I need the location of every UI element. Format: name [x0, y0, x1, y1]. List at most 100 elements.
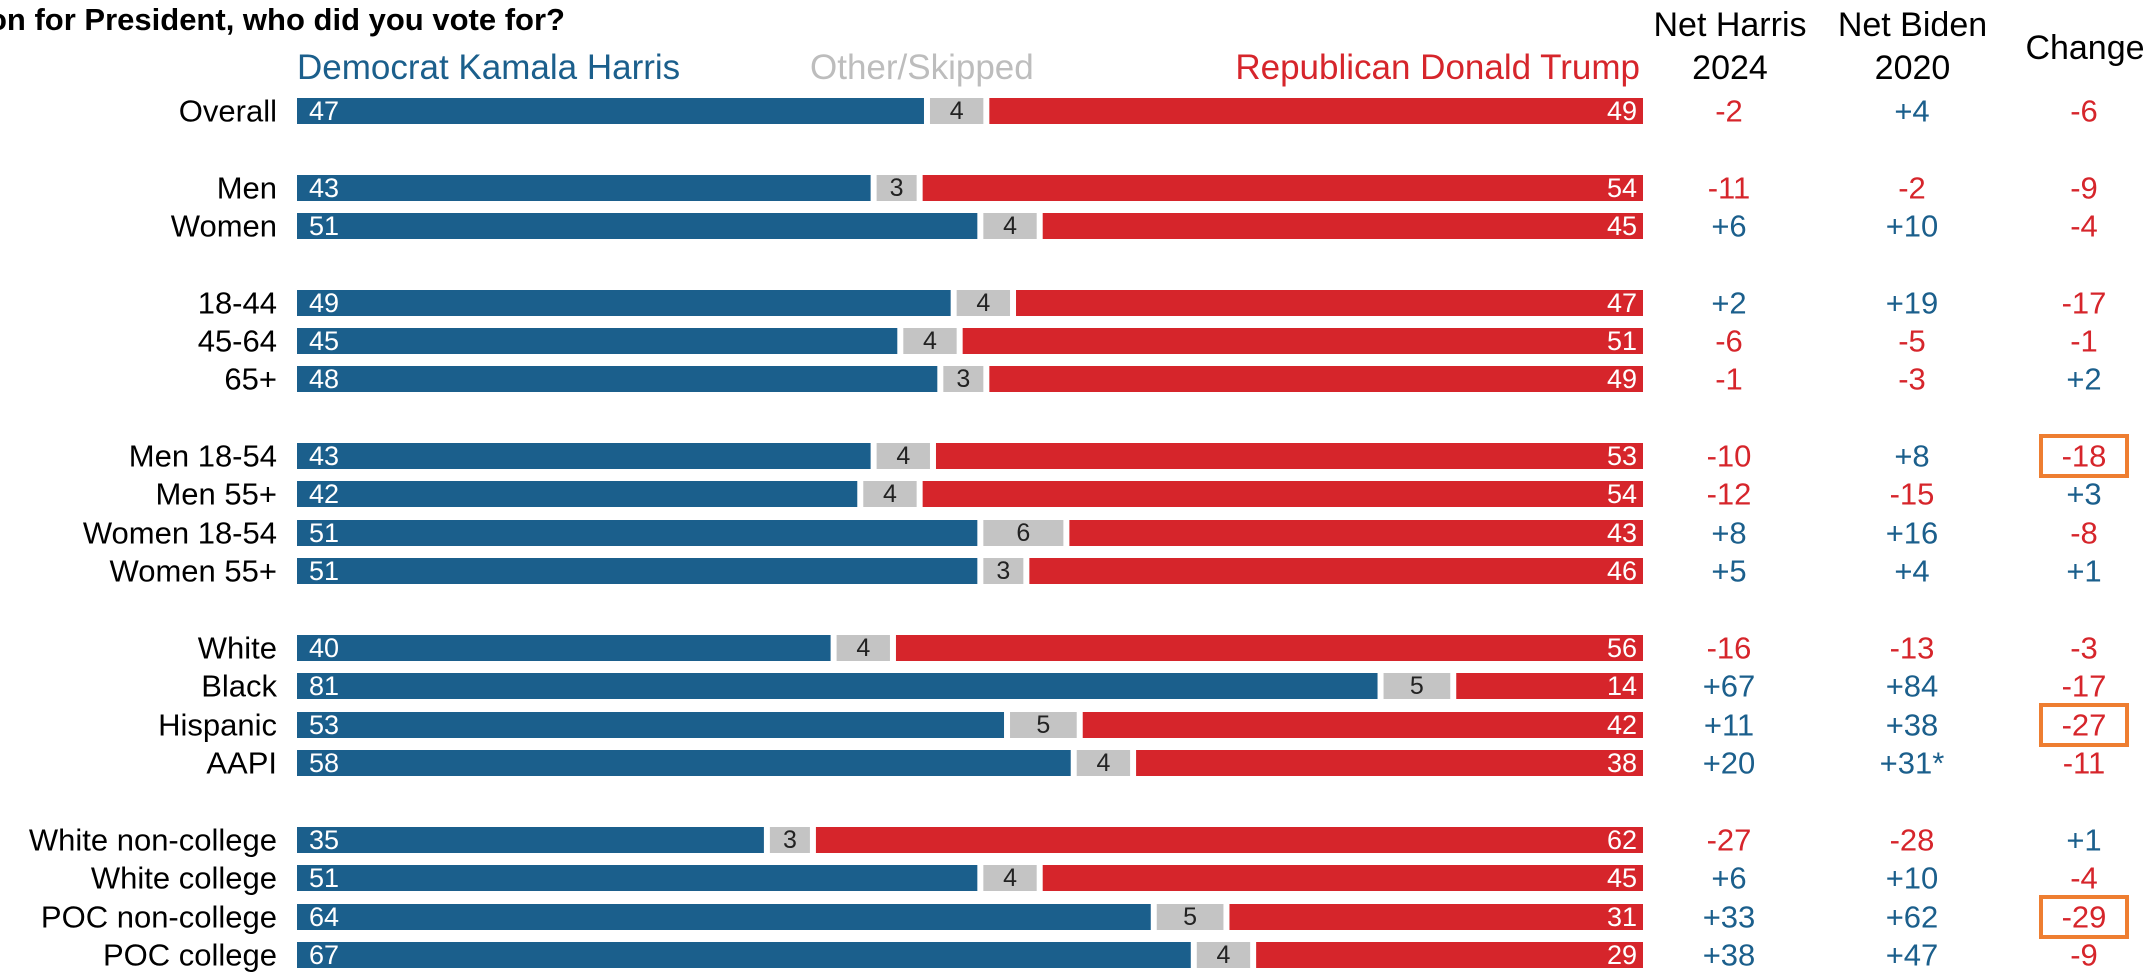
- net-biden-value: +47: [1886, 938, 1939, 973]
- bar-other: [1076, 750, 1131, 776]
- value-label-rep: 14: [1607, 671, 1637, 701]
- bar-rep: [922, 481, 1643, 507]
- value-label-dem: 40: [309, 633, 339, 663]
- value-label-dem: 81: [309, 671, 339, 701]
- change-value: +3: [2066, 477, 2101, 512]
- net-biden-value: -28: [1890, 823, 1935, 858]
- value-label-other: 3: [996, 557, 1010, 585]
- net-harris-value: -16: [1707, 631, 1752, 666]
- bar-dem: [297, 520, 978, 546]
- value-label-dem: 48: [309, 364, 339, 394]
- bar-other: [903, 328, 957, 354]
- net-biden-value: +10: [1886, 861, 1939, 896]
- bar-rep: [1456, 673, 1643, 699]
- bar-other: [1156, 904, 1224, 930]
- value-label-dem: 45: [309, 326, 339, 356]
- legend-rep: Republican Donald Trump: [1235, 48, 1640, 87]
- net-harris-value: -11: [1708, 171, 1751, 206]
- value-label-other: 4: [1217, 941, 1231, 969]
- net-harris-value: +2: [1711, 286, 1746, 321]
- change-value: -17: [2062, 669, 2107, 704]
- row-label: 65+: [224, 362, 277, 397]
- value-label-dem: 42: [309, 479, 339, 509]
- col-header-net-biden: Net Biden 2020: [1820, 4, 2005, 90]
- bar-other: [1010, 712, 1077, 738]
- value-label-rep: 51: [1607, 326, 1637, 356]
- value-label-other: 6: [1016, 519, 1030, 547]
- bar-rep: [1256, 942, 1643, 968]
- change-highlight-box: [2039, 703, 2129, 747]
- value-label-rep: 46: [1607, 556, 1637, 586]
- row-label: 18-44: [198, 286, 277, 321]
- net-harris-value: +38: [1703, 938, 1756, 973]
- bar-rep: [989, 98, 1643, 124]
- value-label-dem: 43: [309, 173, 339, 203]
- bar-rep: [962, 328, 1643, 354]
- change-value: -9: [2070, 171, 2098, 206]
- bar-other: [943, 366, 984, 392]
- value-label-dem: 53: [309, 710, 339, 740]
- row-label: Women 18-54: [83, 516, 277, 551]
- bar-rep: [815, 827, 1643, 853]
- value-label-rep: 47: [1607, 288, 1637, 318]
- value-label-rep: 29: [1607, 940, 1637, 970]
- bar-dem: [297, 290, 951, 316]
- change-value: +2: [2066, 362, 2101, 397]
- change-highlight-box: [2039, 434, 2129, 478]
- bar-other: [769, 827, 810, 853]
- bar-other: [983, 520, 1064, 546]
- col-header-net-harris-line2: 2024: [1692, 49, 1768, 87]
- row-label: White college: [91, 861, 277, 896]
- change-value: +1: [2066, 554, 2101, 589]
- bar-dem: [297, 942, 1191, 968]
- net-harris-value: +67: [1703, 669, 1756, 704]
- row-label: AAPI: [206, 746, 277, 781]
- net-harris-value: -27: [1707, 823, 1752, 858]
- value-label-other: 4: [896, 442, 910, 470]
- bar-dem: [297, 904, 1151, 930]
- bar-other: [876, 175, 917, 201]
- net-biden-value: +62: [1886, 900, 1939, 935]
- value-label-rep: 42: [1607, 710, 1637, 740]
- value-label-other: 4: [1003, 212, 1017, 240]
- value-label-dem: 43: [309, 441, 339, 471]
- bar-rep: [922, 175, 1643, 201]
- net-harris-value: -1: [1715, 362, 1743, 397]
- change-value: -18: [2062, 439, 2107, 474]
- net-biden-value: +38: [1886, 708, 1939, 743]
- col-header-net-harris-line1: Net Harris: [1653, 6, 1807, 44]
- net-biden-value: +19: [1886, 286, 1939, 321]
- value-label-dem: 49: [309, 288, 339, 318]
- row-label: Women: [171, 209, 277, 244]
- col-header-net-biden-line1: Net Biden: [1837, 6, 1988, 44]
- bar-dem: [297, 673, 1378, 699]
- value-label-rep: 54: [1607, 173, 1637, 203]
- value-label-other: 4: [883, 480, 897, 508]
- bar-dem: [297, 865, 978, 891]
- net-biden-value: +4: [1894, 554, 1929, 589]
- bar-dem: [297, 481, 858, 507]
- net-biden-value: +4: [1894, 94, 1929, 129]
- value-label-rep: 49: [1607, 96, 1637, 126]
- value-label-other: 5: [1183, 903, 1197, 931]
- net-harris-value: +8: [1711, 516, 1746, 551]
- value-label-rep: 31: [1607, 902, 1637, 932]
- row-label: 45-64: [198, 324, 277, 359]
- row-label: Hispanic: [158, 708, 277, 743]
- bar-dem: [297, 328, 898, 354]
- change-value: -4: [2070, 861, 2098, 896]
- bar-dem: [297, 443, 871, 469]
- net-biden-value: -5: [1898, 324, 1926, 359]
- row-label: Men 55+: [155, 477, 277, 512]
- col-header-net-harris: Net Harris 2024: [1640, 4, 1820, 90]
- bar-rep: [1136, 750, 1643, 776]
- bar-rep: [895, 635, 1643, 661]
- change-value: -29: [2062, 900, 2107, 935]
- bar-other: [1196, 942, 1251, 968]
- row-label: POC non-college: [41, 900, 277, 935]
- change-value: -11: [2063, 746, 2106, 781]
- row-label: White: [198, 631, 277, 666]
- net-biden-value: -2: [1898, 171, 1926, 206]
- change-value: -4: [2070, 209, 2098, 244]
- net-biden-value: -13: [1890, 631, 1935, 666]
